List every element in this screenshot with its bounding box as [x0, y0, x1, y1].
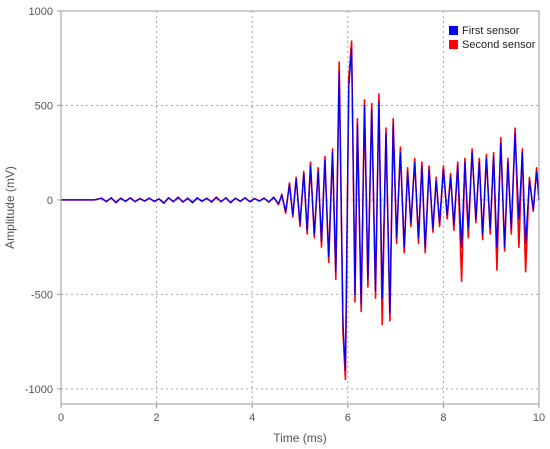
- plot-frame: [60, 10, 540, 405]
- x-tick-label: 6: [345, 412, 351, 424]
- y-tick-label: -1000: [25, 384, 53, 396]
- series-line-first-sensor: [61, 48, 540, 371]
- legend-label-second-sensor: Second sensor: [462, 39, 536, 51]
- x-axis-ticks: 0 2 4 6 8 10: [58, 404, 545, 424]
- series-layer: [61, 40, 540, 381]
- x-tick-label: 4: [249, 412, 255, 424]
- x-tick-label: 8: [440, 412, 446, 424]
- legend-label-first-sensor: First sensor: [462, 25, 520, 37]
- x-tick-label: 2: [154, 412, 160, 424]
- y-tick-label: 500: [35, 100, 53, 112]
- legend: First sensor Second sensor: [449, 25, 536, 51]
- y-tick-label: 1000: [29, 6, 53, 18]
- x-tick-label: 0: [58, 412, 64, 424]
- x-axis-title: Time (ms): [273, 431, 327, 445]
- legend-swatch-first-sensor: [449, 26, 458, 35]
- y-axis-title: Amplitude (mV): [3, 166, 17, 249]
- legend-swatch-second-sensor: [449, 40, 458, 49]
- y-axis-ticks: -1000 -500 0 500 1000: [25, 6, 61, 396]
- y-tick-label: -500: [31, 289, 53, 301]
- x-tick-label: 10: [533, 412, 545, 424]
- y-tick-label: 0: [47, 195, 53, 207]
